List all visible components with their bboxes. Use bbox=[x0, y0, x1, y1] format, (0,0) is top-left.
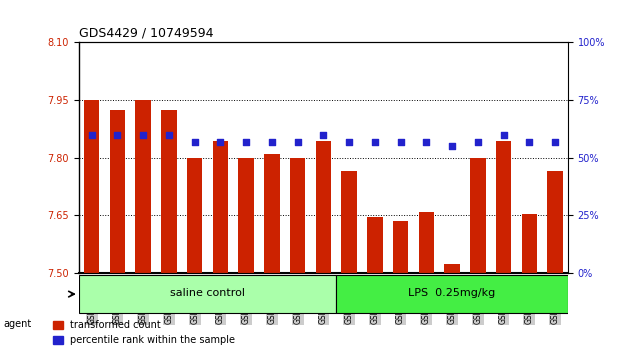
Bar bbox=[187, 158, 203, 273]
Bar bbox=[110, 110, 125, 273]
Bar bbox=[418, 212, 434, 273]
Bar bbox=[393, 221, 408, 273]
Bar bbox=[547, 171, 563, 273]
Point bbox=[138, 132, 148, 138]
Bar bbox=[239, 158, 254, 273]
Text: agent: agent bbox=[3, 319, 32, 329]
Point bbox=[267, 139, 277, 144]
Point bbox=[318, 132, 328, 138]
Point bbox=[550, 139, 560, 144]
Point bbox=[190, 139, 200, 144]
Point bbox=[447, 143, 457, 149]
Point bbox=[215, 139, 225, 144]
Bar bbox=[162, 110, 177, 273]
Bar bbox=[264, 154, 280, 273]
Point bbox=[524, 139, 534, 144]
Point bbox=[164, 132, 174, 138]
Bar bbox=[290, 158, 305, 273]
Point bbox=[396, 139, 406, 144]
Bar bbox=[136, 100, 151, 273]
Point bbox=[498, 132, 509, 138]
Bar bbox=[367, 217, 382, 273]
Bar bbox=[213, 141, 228, 273]
Bar bbox=[84, 100, 100, 273]
Point bbox=[422, 139, 432, 144]
Point bbox=[112, 132, 122, 138]
Point bbox=[473, 139, 483, 144]
Point bbox=[241, 139, 251, 144]
Text: LPS  0.25mg/kg: LPS 0.25mg/kg bbox=[408, 288, 496, 298]
Bar bbox=[316, 141, 331, 273]
Text: saline control: saline control bbox=[170, 288, 245, 298]
Bar bbox=[444, 263, 460, 273]
Point bbox=[344, 139, 354, 144]
Point bbox=[370, 139, 380, 144]
FancyBboxPatch shape bbox=[336, 275, 568, 313]
Point bbox=[293, 139, 303, 144]
FancyBboxPatch shape bbox=[79, 275, 336, 313]
Bar bbox=[522, 213, 537, 273]
Text: GDS4429 / 10749594: GDS4429 / 10749594 bbox=[79, 27, 213, 40]
Point bbox=[86, 132, 97, 138]
Legend: transformed count, percentile rank within the sample: transformed count, percentile rank withi… bbox=[49, 316, 239, 349]
Bar bbox=[470, 158, 485, 273]
Bar bbox=[496, 141, 511, 273]
Bar bbox=[341, 171, 357, 273]
